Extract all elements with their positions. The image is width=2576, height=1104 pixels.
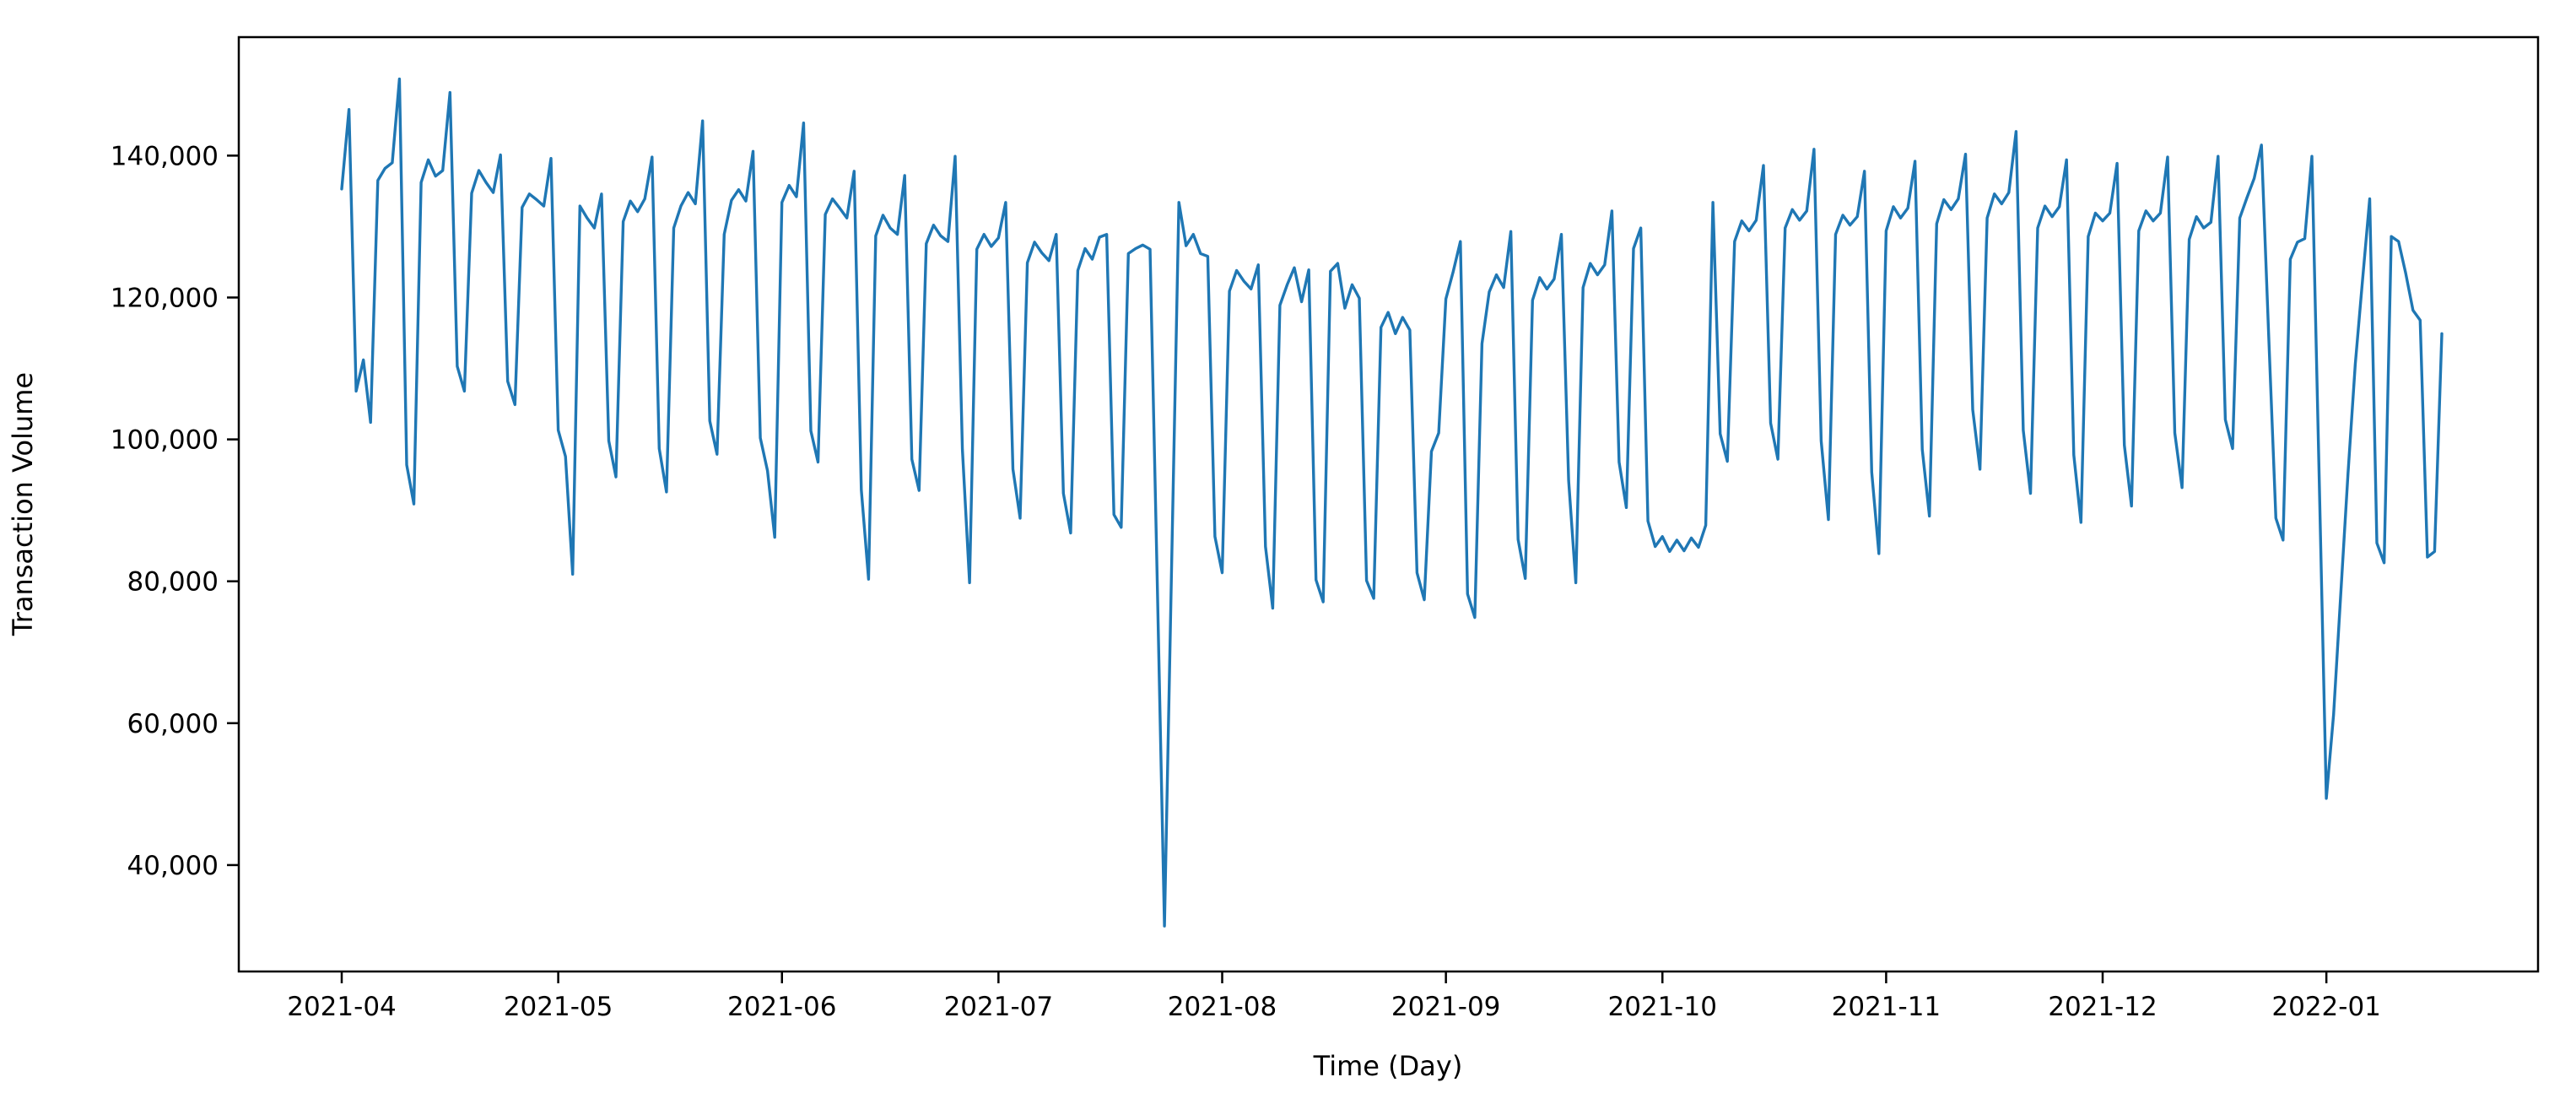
x-tick-label: 2022-01 (2271, 992, 2381, 1022)
series-group (340, 77, 2444, 928)
x-axis: 2021-04 2021-05 2021-06 2021-07 2021-08 2021-… (287, 971, 2381, 1022)
y-tick-label: 100,000 (111, 425, 219, 456)
y-tick-label: 80,000 (127, 567, 219, 598)
y-tick-label: 140,000 (111, 141, 219, 171)
x-tick-label: 2021-08 (1168, 992, 1277, 1022)
x-tick-label: 2021-11 (1832, 992, 1941, 1022)
x-tick-label: 2021-12 (2048, 992, 2157, 1022)
x-axis-label: Time (Day) (1313, 1050, 1463, 1082)
y-tick-label: 40,000 (127, 851, 219, 881)
y-axis-label: Transaction Volume (7, 372, 39, 636)
y-axis: 40,000 60,000 80,000 100,000 120,000 140,000 (111, 141, 239, 881)
x-tick-label: 2021-05 (504, 992, 613, 1022)
transaction-volume-series (340, 77, 2444, 928)
x-tick-label: 2021-04 (287, 992, 397, 1022)
y-tick-label: 120,000 (111, 283, 219, 313)
x-tick-label: 2021-09 (1391, 992, 1501, 1022)
plot-area (239, 37, 2538, 971)
y-tick-label: 60,000 (127, 709, 219, 739)
plot-frame (237, 35, 2540, 973)
x-tick-label: 2021-10 (1607, 992, 1717, 1022)
x-tick-label: 2021-06 (727, 992, 837, 1022)
x-tick-label: 2021-07 (944, 992, 1054, 1022)
